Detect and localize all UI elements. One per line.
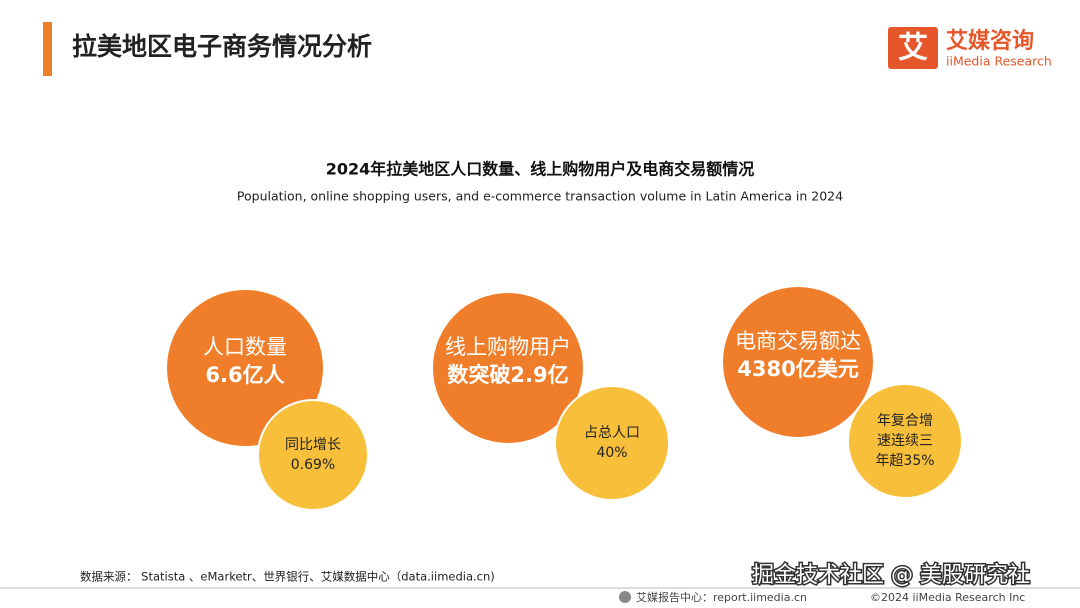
sub-circle-text: 同比增长: [285, 437, 341, 453]
sub-circle: [847, 383, 963, 499]
footer-site: 艾媒报告中心：report.iimedia.cn: [636, 590, 807, 604]
source-note: 数据来源： Statista 、eMarketr、世界银行、艾媒数据中心（dat…: [80, 570, 495, 584]
main-circle-text: 数突破2.9亿: [447, 363, 568, 387]
main-circle-text: 电商交易额达: [735, 329, 861, 353]
sub-circle-text: 年超35%: [875, 453, 934, 469]
sub-circle-text: 40%: [596, 445, 627, 461]
main-circle-text: 4380亿美元: [737, 357, 858, 381]
watermark: 掘金技术社区 @ 美股研究社: [752, 563, 1030, 588]
logo-name: 艾媒咨询: [946, 28, 1034, 54]
sub-circle: [554, 385, 670, 501]
main-circle-text: 线上购物用户: [445, 335, 571, 359]
footer-icon: [619, 591, 631, 603]
chart-subtitle: Population, online shopping users, and e…: [237, 189, 843, 204]
main-circle: [167, 290, 323, 446]
sub-circle-text: 0.69%: [291, 457, 335, 473]
sub-circle: [257, 399, 369, 511]
sub-circle-text: 占总人口: [584, 425, 640, 441]
page-title: 拉美地区电子商务情况分析: [72, 32, 372, 61]
logo-english: iiMedia Research: [946, 54, 1052, 69]
sub-circle-text: 速连续三: [877, 432, 933, 449]
title-accent: [43, 22, 52, 76]
main-circle: [723, 287, 873, 437]
main-circle-text: 6.6亿人: [205, 363, 284, 387]
sub-circle-text: 年复合增: [877, 412, 933, 429]
logo-icon: 艾: [898, 31, 928, 66]
main-circle: [433, 293, 583, 443]
main-circle-text: 人口数量: [203, 335, 287, 359]
footer-copyright: ©2024 iiMedia Research Inc: [870, 591, 1025, 604]
chart-title: 2024年拉美地区人口数量、线上购物用户及电商交易额情况: [326, 160, 755, 179]
logo-icon-box: [888, 27, 938, 69]
